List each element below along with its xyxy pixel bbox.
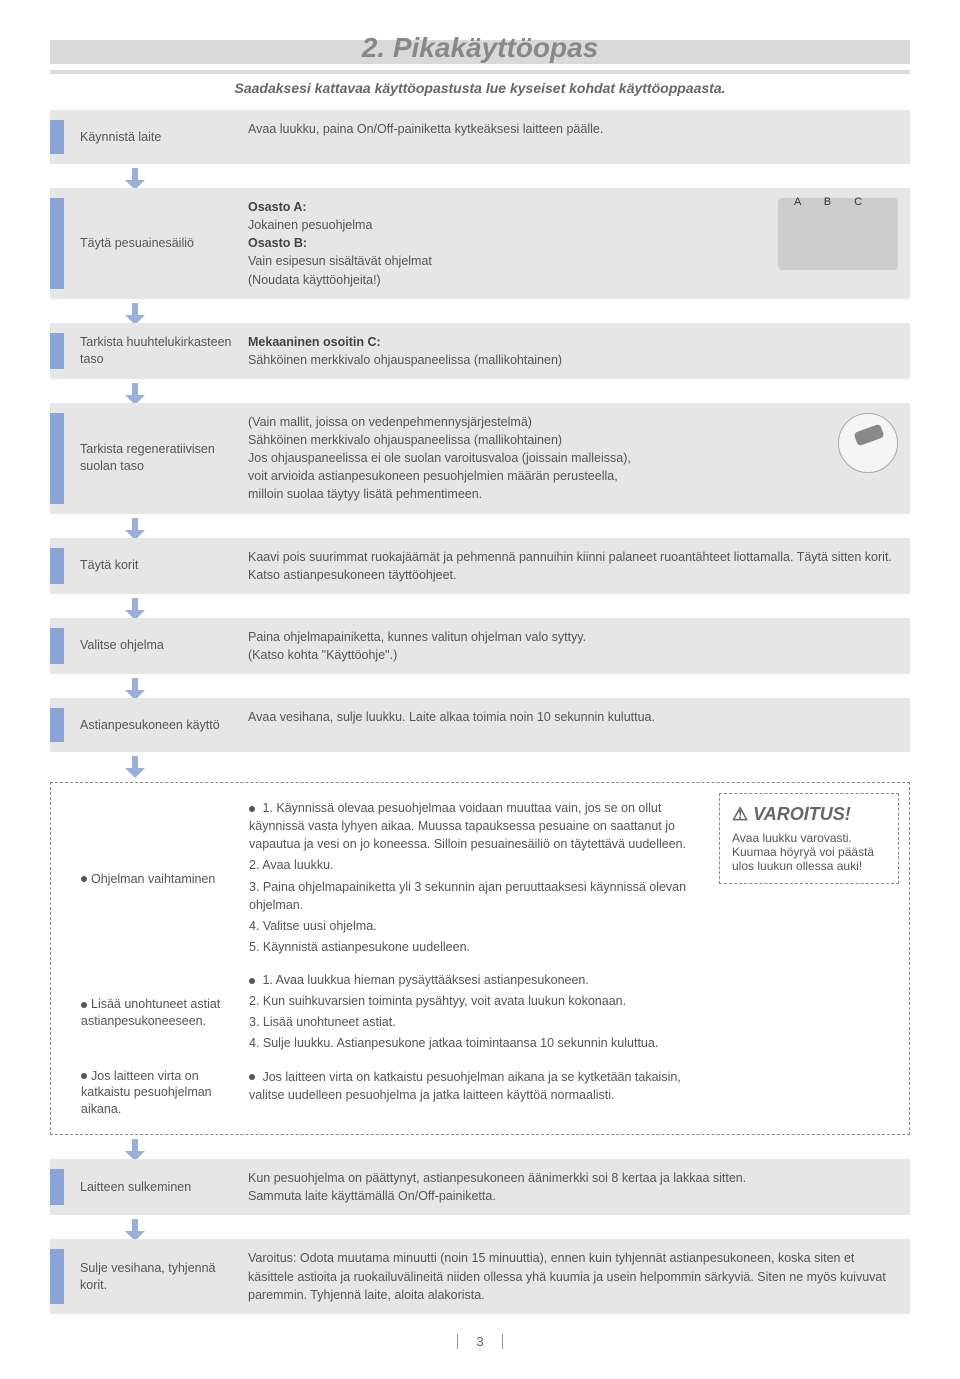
step-row: Valitse ohjelma Paina ohjelmapainiketta, …	[50, 618, 910, 674]
step-row: Käynnistä laite Avaa luukku, paina On/Off…	[50, 110, 910, 164]
page-number: 3	[50, 1334, 910, 1349]
step-label: Käynnistä laite	[80, 129, 161, 146]
step-label: Tarkista regeneratiivisen suolan taso	[80, 441, 240, 475]
step-body: Kun pesuohjelma on päättynyt, astianpesu…	[240, 1169, 898, 1205]
step-label: Täytä korit	[80, 557, 138, 574]
down-arrow-icon	[50, 1139, 910, 1161]
down-arrow-icon	[50, 598, 910, 620]
step-body: Avaa luukku, paina On/Off-painiketta kyt…	[240, 120, 898, 154]
step-body: (Vain mallit, joissa on vedenpehmennysjä…	[240, 413, 826, 504]
step-label: Täytä pesuainesäiliö	[80, 235, 194, 252]
tip-line: 2. Avaa luukku.	[249, 856, 689, 874]
down-arrow-icon	[50, 678, 910, 700]
step-body: Kaavi pois suurimmat ruokajäämät ja pehm…	[240, 548, 898, 584]
tip-line: 5. Käynnistä astianpesukone uudelleen.	[249, 938, 689, 956]
tip-line: 1. Avaa luukkua hieman pysäyttääksesi as…	[249, 971, 689, 989]
tip-row: Jos laitteen virta on katkaistu pesuohje…	[51, 1062, 699, 1125]
step-body: Varoitus: Odota muutama minuutti (noin 1…	[240, 1249, 898, 1303]
tips-box: Ohjelman vaihtaminen 1. Käynnissä olevaa…	[50, 782, 910, 1135]
tip-line: 1. Käynnissä olevaa pesuohjelmaa voidaan…	[249, 799, 689, 853]
tip-line: Jos laitteen virta on katkaistu pesuohje…	[249, 1068, 689, 1104]
warning-box: VAROITUS! Avaa luukku varovasti. Kuumaa …	[719, 793, 899, 884]
tip-row: Ohjelman vaihtaminen 1. Käynnissä olevaa…	[51, 793, 699, 965]
down-arrow-icon	[50, 303, 910, 325]
step-row: Astianpesukoneen käyttö Avaa vesihana, su…	[50, 698, 910, 752]
down-arrow-icon	[50, 383, 910, 405]
step-label: Laitteen sulkeminen	[80, 1179, 191, 1196]
down-arrow-icon	[50, 518, 910, 540]
down-arrow-icon	[50, 756, 910, 778]
tip-line: 2. Kun suihkuvarsien toiminta pysähtyy, …	[249, 992, 689, 1010]
step-body: Osasto A:Jokainen pesuohjelmaOsasto B:Va…	[240, 198, 766, 289]
step-row: Täytä korit Kaavi pois suurimmat ruokajää…	[50, 538, 910, 594]
warning-body: Avaa luukku varovasti. Kuumaa höyryä voi…	[732, 831, 886, 873]
tip-line: 3. Lisää unohtuneet astiat.	[249, 1013, 689, 1031]
step-label: Valitse ohjelma	[80, 637, 164, 654]
step-body: Mekaaninen osoitin C:Sähköinen merkkival…	[240, 333, 898, 369]
step-row: Täytä pesuainesäiliö Osasto A:Jokainen pe…	[50, 188, 910, 299]
tip-line: 4. Valitse uusi ohjelma.	[249, 917, 689, 935]
tip-label: Jos laitteen virta on katkaistu pesuohje…	[81, 1068, 241, 1119]
step-row: Tarkista huuhtelukirkasteen tasoMekaanin…	[50, 323, 910, 379]
step-body: Avaa vesihana, sulje luukku. Laite alkaa…	[240, 708, 898, 742]
page-subtitle: Saadaksesi kattavaa käyttöopastusta lue …	[50, 80, 910, 96]
step-row: Laitteen sulkeminen Kun pesuohjelma on pä…	[50, 1159, 910, 1215]
tip-body: Jos laitteen virta on katkaistu pesuohje…	[241, 1068, 689, 1119]
tip-row: Lisää unohtuneet astiat astianpesukonees…	[51, 965, 699, 1062]
tip-label: Lisää unohtuneet astiat astianpesukonees…	[81, 996, 241, 1030]
step-label: Sulje vesihana, tyhjennä korit.	[80, 1260, 240, 1294]
step-body: Paina ohjelmapainiketta, kunnes valitun …	[240, 628, 898, 664]
step-label: Tarkista huuhtelukirkasteen taso	[80, 334, 240, 368]
warning-title: VAROITUS!	[732, 804, 886, 825]
salt-icon	[838, 413, 898, 473]
dispenser-image: A B C	[778, 198, 898, 270]
down-arrow-icon	[50, 168, 910, 190]
tip-line: 4. Sulje luukku. Astianpesukone jatkaa t…	[249, 1034, 689, 1052]
page-title: 2. Pikakäyttöopas	[50, 32, 910, 64]
down-arrow-icon	[50, 1219, 910, 1241]
step-row: Tarkista regeneratiivisen suolan taso(Va…	[50, 403, 910, 514]
tip-body: 1. Avaa luukkua hieman pysäyttääksesi as…	[241, 971, 689, 1056]
step-row: Sulje vesihana, tyhjennä korit.Varoitus:…	[50, 1239, 910, 1313]
tip-body: 1. Käynnissä olevaa pesuohjelmaa voidaan…	[241, 799, 689, 959]
tip-line: 3. Paina ohjelmapainiketta yli 3 sekunni…	[249, 878, 689, 914]
step-label: Astianpesukoneen käyttö	[80, 717, 220, 734]
tip-label: Ohjelman vaihtaminen	[81, 871, 215, 888]
